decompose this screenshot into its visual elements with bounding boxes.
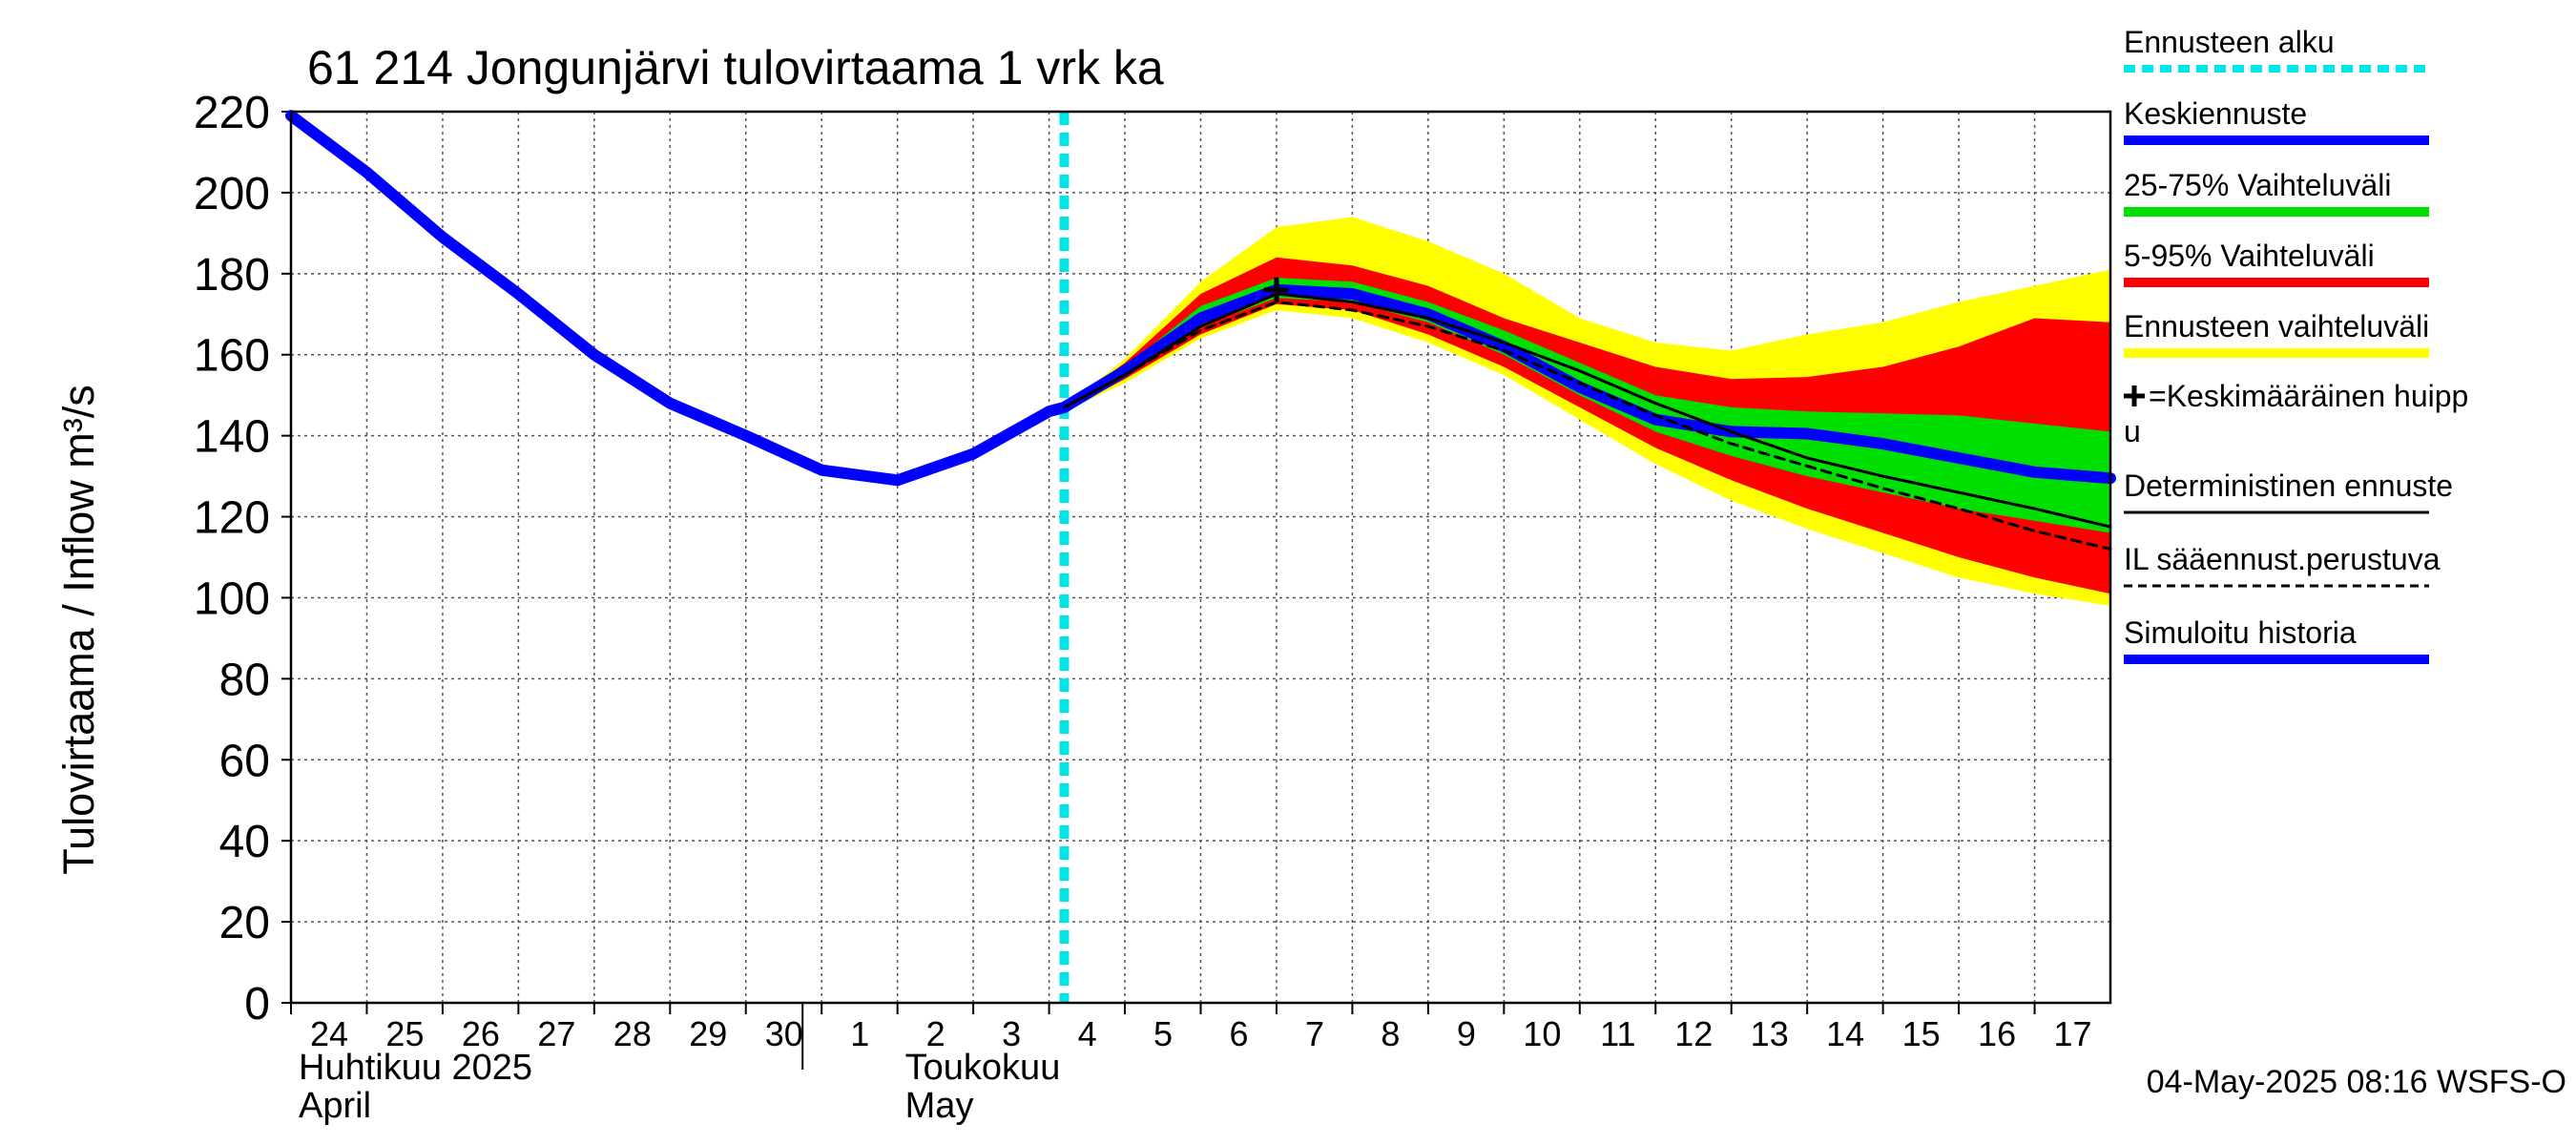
x-tick-label: 29 (689, 1014, 727, 1053)
y-tick-label: 200 (194, 169, 270, 219)
y-tick-label: 160 (194, 331, 270, 382)
x-tick-label: 6 (1229, 1014, 1248, 1053)
x-tick-label: 25 (385, 1014, 424, 1053)
x-tick-label: 11 (1600, 1014, 1635, 1053)
legend-marker (2124, 385, 2145, 406)
x-tick-label: 2 (926, 1014, 945, 1053)
peak-marker (1263, 277, 1289, 302)
x-tick-label: 7 (1305, 1014, 1324, 1053)
x-tick-label: 28 (613, 1014, 652, 1053)
legend-item: Ennusteen vaihteluväli (2124, 309, 2429, 358)
x-tick-label: 10 (1523, 1014, 1561, 1053)
series-simuloitu-historia (285, 110, 1070, 487)
y-tick-label: 140 (194, 412, 270, 463)
x-tick-label: 14 (1826, 1014, 1864, 1053)
legend: Ennusteen alku Keskiennuste 25-75% Vaihtel… (2124, 25, 2468, 664)
legend-label-cont: u (2124, 414, 2141, 448)
x-tick-label: 15 (1902, 1014, 1941, 1053)
x-tick-label: 13 (1751, 1014, 1789, 1053)
legend-item: IL sääennust.perustuva (2124, 542, 2441, 588)
x-tick-label: 30 (765, 1014, 803, 1053)
plot-frame (289, 110, 2112, 1005)
legend-label: Deterministinen ennuste (2124, 468, 2453, 503)
legend-label: =Keskimääräinen huipp (2149, 379, 2468, 413)
x-tick-label: 16 (1978, 1014, 2016, 1053)
x-tick-label: 17 (2054, 1014, 2092, 1053)
band-5-95-vaihteluv-li (1064, 257, 2110, 594)
legend-label: Ennusteen vaihteluväli (2124, 309, 2429, 344)
x-tick-label: 5 (1153, 1014, 1173, 1053)
x-tick-label: 12 (1674, 1014, 1713, 1053)
x-tick-label: 1 (850, 1014, 869, 1053)
y-tick-label: 220 (194, 88, 270, 138)
y-tick-label: 180 (194, 250, 270, 301)
chart-title: 61 214 Jongunjärvi tulovirtaama 1 vrk ka (307, 41, 1164, 94)
series-il-s-ennust-perustuva (1063, 301, 2112, 551)
legend-item: 5-95% Vaihteluväli (2124, 239, 2429, 287)
y-tick-label: 40 (219, 817, 270, 867)
month-label-en: May (905, 1086, 974, 1126)
x-tick-label: 3 (1002, 1014, 1021, 1053)
legend-label: Simuloitu historia (2124, 615, 2357, 650)
y-tick-label: 60 (219, 736, 270, 786)
legend-label: 25-75% Vaihteluväli (2124, 168, 2391, 202)
x-tick-label: 26 (462, 1014, 500, 1053)
x-tick-label: 27 (537, 1014, 575, 1053)
series-keskiennuste (1058, 283, 2116, 485)
legend-item: Simuloitu historia (2124, 615, 2429, 664)
legend-item: Deterministinen ennuste (2124, 468, 2453, 514)
legend-label: Ennusteen alku (2124, 25, 2335, 59)
y-tick-label: 100 (194, 573, 270, 624)
y-tick-label: 80 (219, 655, 270, 705)
x-tick-label: 9 (1457, 1014, 1476, 1053)
y-tick-label: 0 (244, 979, 270, 1030)
x-tick-label: 8 (1381, 1014, 1400, 1053)
legend-label: Keskiennuste (2124, 96, 2307, 131)
legend-label: IL sääennust.perustuva (2124, 542, 2441, 576)
series-deterministinen-ennuste (1063, 292, 2112, 529)
y-tick-label: 120 (194, 493, 270, 544)
month-label: Huhtikuu 2025 (299, 1048, 532, 1088)
legend-item: Ennusteen alku (2124, 25, 2429, 73)
month-label: Toukokuu (905, 1048, 1061, 1088)
legend-item: 25-75% Vaihteluväli (2124, 168, 2429, 217)
legend-item: Keskiennuste (2124, 96, 2429, 145)
footer-timestamp: 04-May-2025 08:16 WSFS-O (2147, 1064, 2566, 1100)
month-label-en: April (299, 1086, 371, 1126)
legend-label: 5-95% Vaihteluväli (2124, 239, 2375, 273)
y-tick-label: 20 (219, 898, 270, 948)
y-axis-label: Tulovirtaama / Inflow m³/s (54, 385, 103, 874)
x-tick-label: 4 (1078, 1014, 1097, 1053)
x-tick-label: 24 (310, 1014, 348, 1053)
